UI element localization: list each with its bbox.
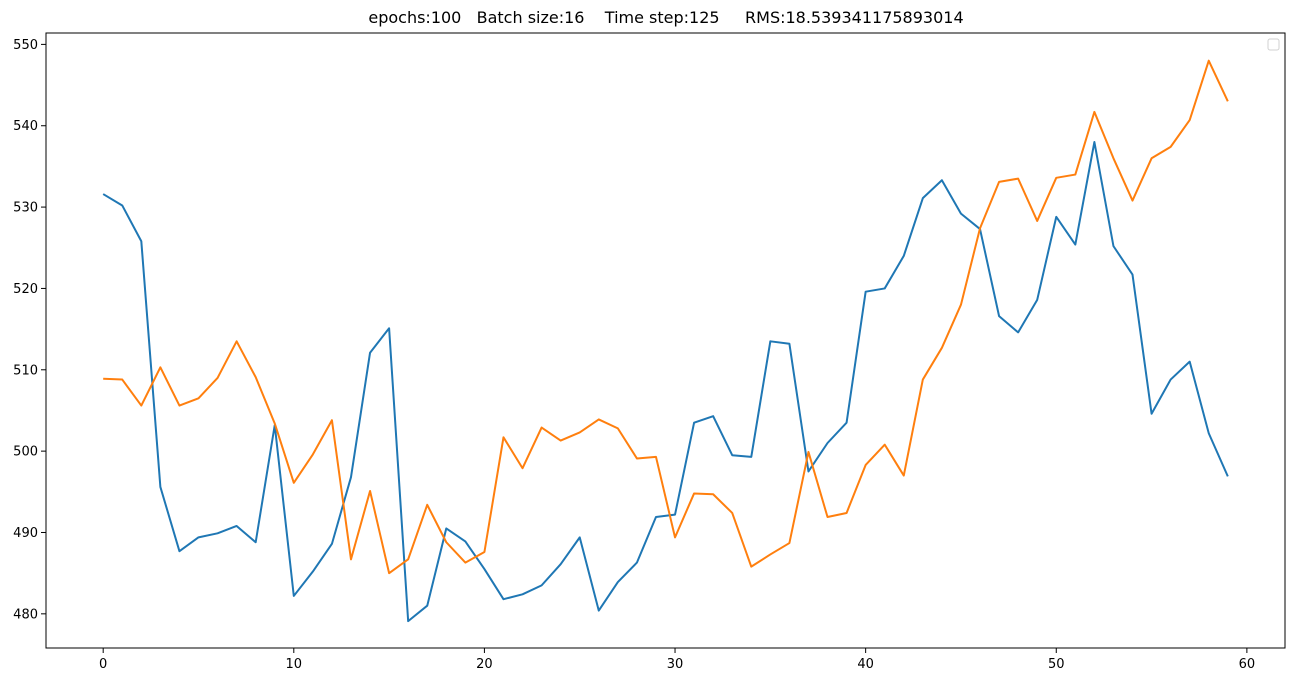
series-line-1 xyxy=(102,141,1229,623)
y-tick-label: 550 xyxy=(13,38,38,53)
x-tick-label: 10 xyxy=(286,657,303,672)
y-tick-label: 490 xyxy=(13,526,38,541)
y-tick-label: 520 xyxy=(13,282,38,297)
plot-area-frame xyxy=(45,32,1286,649)
chart-title: epochs:100 Batch size:16 Time step:125 R… xyxy=(368,8,963,27)
y-tick-label: 530 xyxy=(13,201,38,216)
y-tick-label: 500 xyxy=(13,445,38,460)
legend xyxy=(1267,38,1280,51)
legend-box xyxy=(1267,38,1280,51)
y-tick-label: 540 xyxy=(13,119,38,134)
y-tick-label: 510 xyxy=(13,363,38,378)
series-line-2 xyxy=(103,59,1229,575)
x-tick-label: 20 xyxy=(476,657,493,672)
x-tick-label: 60 xyxy=(1239,657,1256,672)
x-tick-label: 30 xyxy=(667,657,684,672)
x-tick-label: 40 xyxy=(857,657,874,672)
y-tick-label: 480 xyxy=(13,607,38,622)
series-layer xyxy=(102,59,1229,623)
x-tick-label: 0 xyxy=(99,657,107,672)
axis-layer: 0 10 20 30 40 50 60 480 490 500 510 520 530 540 550 xyxy=(13,38,1255,672)
x-tick-label: 50 xyxy=(1048,657,1065,672)
